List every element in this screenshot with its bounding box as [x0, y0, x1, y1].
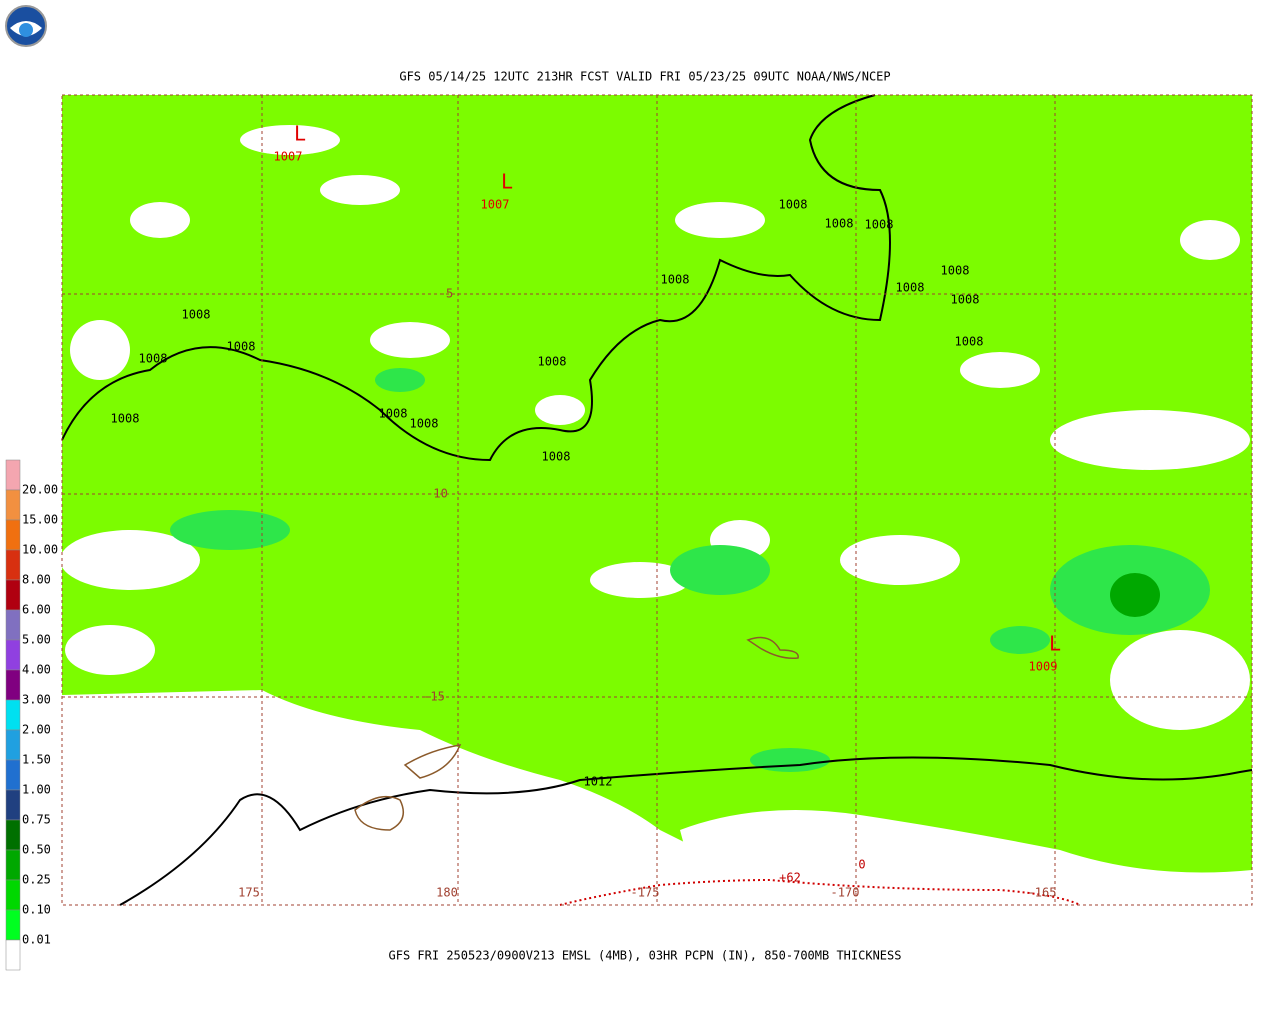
legend-swatch: [5, 519, 21, 551]
legend-label: 1.00: [22, 783, 51, 797]
thickness-line: [559, 878, 1081, 906]
low-pressure: 1007: [481, 198, 510, 212]
legend-swatch: [5, 609, 21, 641]
low-symbol: L: [1049, 632, 1061, 656]
legend-swatch: [5, 759, 21, 791]
lon-label: -170: [831, 886, 860, 900]
islands: [354, 636, 799, 831]
wet-core: [1110, 573, 1160, 617]
isobar-label: 1008: [227, 340, 256, 354]
dry-areas: [60, 125, 1252, 905]
lon-label: -165: [1028, 886, 1057, 900]
legend-label: 10.00: [22, 543, 58, 557]
lat-label: -15: [423, 690, 445, 704]
legend-swatch: [5, 789, 21, 821]
legend-label: 0.50: [22, 843, 51, 857]
thickness-label: 0: [858, 858, 865, 872]
legend-label: 15.00: [22, 513, 58, 527]
isobar-1012: [119, 756, 1253, 906]
legend-label: 3.00: [22, 693, 51, 707]
isobar-label: 1008: [896, 281, 925, 295]
legend-swatch: [5, 729, 21, 761]
isobar-label: 1008: [410, 417, 439, 431]
isobar-label: 1008: [865, 218, 894, 232]
legend-swatch: [5, 849, 21, 881]
lat-label: -10: [426, 487, 448, 501]
lon-label: 180: [436, 886, 458, 900]
title: GFS 05/14/25 12UTC 213HR FCST VALID FRI …: [399, 70, 890, 84]
legend-label: 0.01: [22, 933, 51, 947]
legend-swatch: [5, 459, 21, 491]
isobar-label: 1008: [955, 335, 984, 349]
map: [60, 94, 1253, 906]
legend-swatch: [5, 699, 21, 731]
lat-label: -5: [439, 287, 453, 301]
lon-label: -175: [631, 886, 660, 900]
isobar-label: 1008: [139, 352, 168, 366]
isobar-label: 1008: [779, 198, 808, 212]
isobar-label: 1008: [182, 308, 211, 322]
legend-label: 4.00: [22, 663, 51, 677]
legend-label: 5.00: [22, 633, 51, 647]
legend-swatch: [5, 549, 21, 581]
legend-label: 0.10: [22, 903, 51, 917]
low-pressure: 1007: [274, 150, 303, 164]
legend-swatch: [5, 819, 21, 851]
isobar-1008: [61, 94, 891, 462]
legend-swatch: [5, 639, 21, 671]
legend-swatch: [5, 489, 21, 521]
lon-label: 175: [238, 886, 260, 900]
isobar-label: 1008: [951, 293, 980, 307]
low-symbol: L: [294, 122, 306, 146]
legend-label: 6.00: [22, 603, 51, 617]
legend-swatch: [5, 669, 21, 701]
noaa-logo: [5, 5, 47, 47]
low-pressure: 1009: [1029, 660, 1058, 674]
legend-swatch: [5, 909, 21, 941]
isobar-label: 1008: [111, 412, 140, 426]
isobar-label: 1012: [584, 775, 613, 789]
legend-label: 0.25: [22, 873, 51, 887]
legend-label: 20.00: [22, 483, 58, 497]
legend-swatch: [5, 939, 21, 971]
low-symbol: L: [501, 170, 513, 194]
legend-swatch: [5, 879, 21, 911]
isobar-label: 1008: [542, 450, 571, 464]
legend-swatch: [5, 579, 21, 611]
thickness-label: +62: [779, 871, 801, 885]
isobar-label: 1008: [661, 273, 690, 287]
isobar-label: 1008: [379, 407, 408, 421]
legend-label: 0.75: [22, 813, 51, 827]
isobar-label: 1008: [825, 217, 854, 231]
legend-label: 1.50: [22, 753, 51, 767]
caption: GFS FRI 250523/0900V213 EMSL (4MB), 03HR…: [389, 949, 902, 963]
legend-label: 2.00: [22, 723, 51, 737]
isobar-label: 1008: [941, 264, 970, 278]
isobar-label: 1008: [538, 355, 567, 369]
legend-label: 8.00: [22, 573, 51, 587]
